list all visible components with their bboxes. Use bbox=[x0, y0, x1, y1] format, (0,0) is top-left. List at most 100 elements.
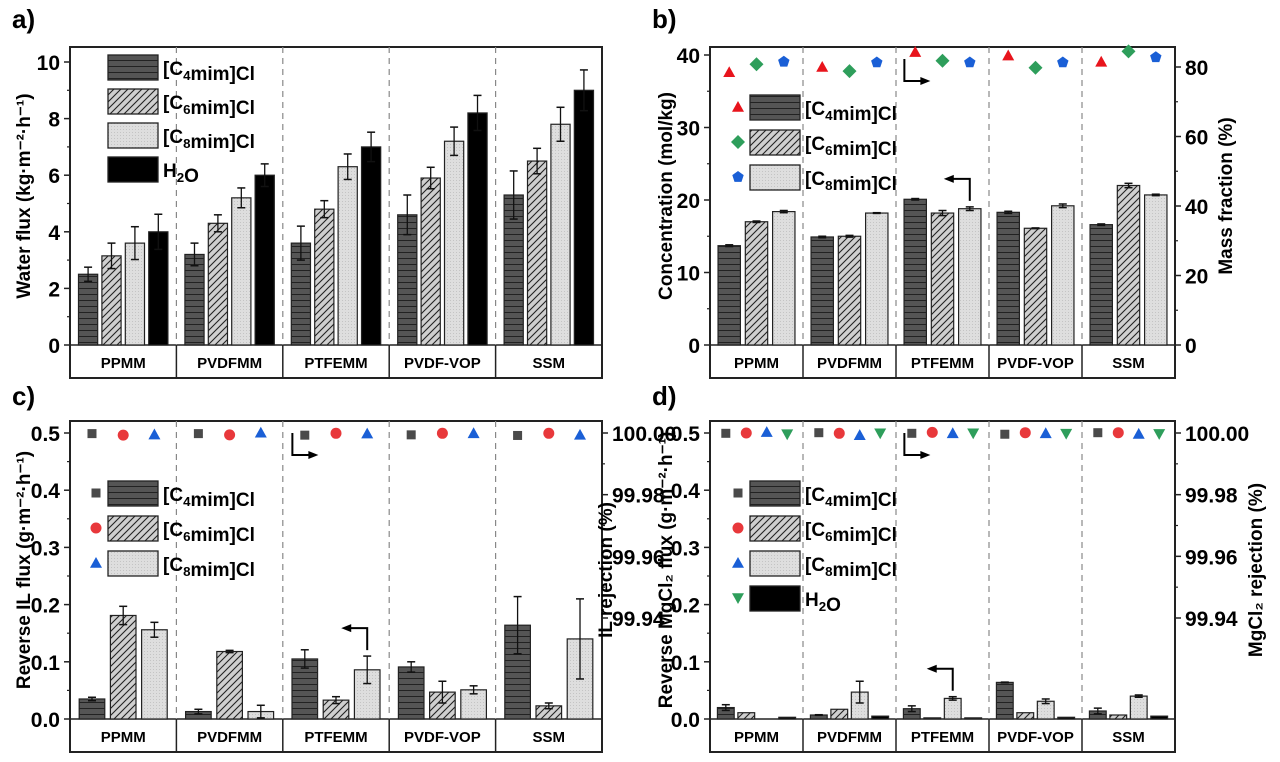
y2-tick-label: 40 bbox=[1185, 196, 1208, 219]
data-point-marker bbox=[513, 430, 523, 440]
bar bbox=[903, 198, 928, 346]
legend-item: [C6mim]Cl bbox=[731, 129, 897, 160]
x-tick-label: SSM bbox=[1112, 355, 1145, 372]
legend-item: [C8mim]Cl bbox=[732, 550, 897, 581]
bar bbox=[778, 716, 797, 720]
left-axis-arrow-icon bbox=[943, 174, 971, 201]
error-bar bbox=[814, 713, 823, 717]
error-bar bbox=[938, 209, 947, 217]
error-bar bbox=[1058, 203, 1067, 209]
data-point-marker bbox=[1153, 429, 1166, 440]
error-bar bbox=[87, 696, 96, 702]
legend-swatch bbox=[107, 550, 159, 577]
bar bbox=[810, 236, 835, 346]
y-tick-label: 10 bbox=[677, 263, 700, 286]
x-tick-label: PVDFMM bbox=[197, 355, 262, 372]
legend-swatch bbox=[749, 585, 801, 612]
bar bbox=[467, 112, 488, 346]
legend-label: [C6mim]Cl bbox=[163, 520, 255, 546]
y-tick-label: 40 bbox=[677, 45, 700, 68]
legend: [C4mim]Cl [C6mim]Cl [C8mim]Cl H2O bbox=[732, 480, 897, 616]
legend-marker bbox=[90, 557, 102, 568]
legend-item: [C6mim]Cl bbox=[90, 515, 255, 546]
bar bbox=[930, 212, 955, 346]
error-bar bbox=[845, 234, 854, 238]
legend-swatch bbox=[749, 129, 801, 156]
data-point-marker bbox=[300, 430, 310, 440]
bar bbox=[550, 123, 571, 346]
panel-label: b) bbox=[652, 4, 677, 34]
data-point-marker bbox=[543, 427, 555, 439]
panel-label: a) bbox=[12, 4, 35, 34]
error-bar bbox=[579, 69, 588, 112]
error-bar bbox=[154, 213, 163, 251]
bar bbox=[830, 708, 849, 720]
y-axis-label: Water flux (kg·m⁻²·h⁻¹) bbox=[14, 93, 35, 298]
panel-c: c) PPMM PVDFMM PTFEMM PVDF-VOP SSM 0.0 0.1 0.2 0.… bbox=[12, 381, 676, 753]
legend-swatch bbox=[107, 480, 159, 507]
data-point-marker bbox=[935, 53, 950, 68]
data-point-marker bbox=[193, 429, 203, 439]
bar bbox=[207, 222, 229, 346]
data-point-marker bbox=[833, 427, 845, 439]
legend-label: [C6mim]Cl bbox=[163, 93, 255, 119]
data-point-marker bbox=[874, 428, 887, 440]
error-bar bbox=[533, 147, 542, 175]
legend-marker bbox=[732, 593, 744, 604]
data-point-marker bbox=[1028, 60, 1043, 75]
x-tick-label: PVDF-VOP bbox=[404, 729, 481, 746]
y2-tick-label: 99.96 bbox=[612, 546, 665, 569]
plot-frame bbox=[709, 46, 1176, 379]
data-point-marker bbox=[1112, 427, 1124, 439]
data-point-marker bbox=[574, 428, 587, 440]
error-bar bbox=[855, 680, 864, 704]
legend-label: [C6mim]Cl bbox=[805, 134, 897, 160]
error-bar bbox=[1097, 223, 1106, 227]
data-point-marker bbox=[871, 56, 883, 68]
bar bbox=[1023, 227, 1048, 346]
legend: [C4mim]Cl [C6mim]Cl [C8mim]Cl H2O bbox=[107, 54, 255, 187]
error-bar bbox=[872, 211, 881, 215]
error-bar bbox=[260, 163, 269, 188]
legend-label: H2O bbox=[805, 590, 841, 616]
error-bar bbox=[332, 695, 340, 705]
bar bbox=[837, 235, 862, 346]
error-bar bbox=[150, 621, 159, 638]
error-bar bbox=[1004, 210, 1013, 215]
bar bbox=[1116, 184, 1141, 346]
legend-marker bbox=[733, 488, 743, 498]
data-point-marker bbox=[964, 56, 976, 68]
data-point-marker bbox=[1150, 51, 1162, 63]
y-tick-label: 30 bbox=[677, 118, 700, 141]
legend-label: [C8mim]Cl bbox=[163, 127, 255, 153]
legend-item: [C6mim]Cl bbox=[732, 515, 897, 546]
error-bar bbox=[119, 605, 128, 626]
bar bbox=[254, 174, 275, 346]
error-bar bbox=[509, 170, 518, 220]
y-axis-label: Concentration (mol/kg) bbox=[656, 92, 677, 300]
x-tick-label: SSM bbox=[533, 729, 566, 746]
legend: [C4mim]Cl [C6mim]Cl [C8mim]Cl bbox=[90, 480, 255, 581]
x-tick-label: PVDF-VOP bbox=[997, 729, 1074, 746]
legend-label: [C8mim]Cl bbox=[163, 555, 255, 581]
bar bbox=[78, 698, 106, 720]
bar bbox=[109, 614, 137, 720]
x-tick-label: PPMM bbox=[734, 729, 779, 746]
legend-marker bbox=[731, 135, 745, 149]
y-tick-label: 0.0 bbox=[31, 709, 60, 732]
error-bar bbox=[556, 106, 565, 142]
legend-marker bbox=[732, 557, 744, 568]
bar bbox=[771, 211, 796, 346]
data-point-marker bbox=[740, 427, 752, 439]
right-axis-arrow-icon bbox=[291, 433, 319, 459]
bar bbox=[231, 197, 252, 346]
right-axis-arrow-icon bbox=[903, 433, 931, 459]
bar bbox=[360, 146, 382, 346]
error-bar bbox=[438, 680, 447, 704]
bar bbox=[184, 253, 205, 346]
legend-marker bbox=[91, 488, 101, 498]
bar bbox=[460, 689, 488, 720]
bar bbox=[526, 160, 548, 346]
error-bar bbox=[194, 708, 203, 715]
